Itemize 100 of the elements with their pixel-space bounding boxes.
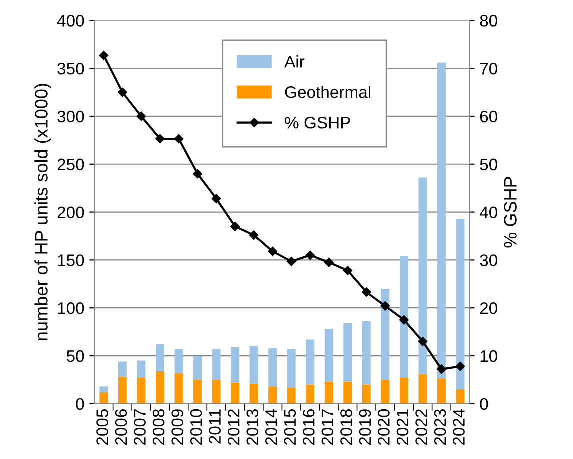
bar bbox=[118, 377, 127, 404]
x-tick-label: 2022 bbox=[416, 410, 428, 446]
point bbox=[118, 88, 128, 98]
point bbox=[249, 230, 259, 240]
bar bbox=[381, 288, 390, 380]
x-tick-label: 2023 bbox=[434, 410, 446, 446]
point bbox=[268, 246, 278, 256]
point bbox=[99, 51, 109, 60]
y2-tick-label: 40 bbox=[480, 206, 498, 218]
bar bbox=[194, 356, 202, 380]
point bbox=[400, 315, 409, 325]
x-tick-label: 2018 bbox=[340, 410, 352, 446]
bar bbox=[456, 218, 465, 390]
x-tick-label: 2009 bbox=[172, 410, 184, 446]
bar bbox=[174, 373, 184, 404]
y-tick-label: 50 bbox=[66, 350, 84, 362]
bar bbox=[362, 384, 371, 404]
y-tick-label: 350 bbox=[58, 62, 84, 75]
bar bbox=[268, 348, 278, 387]
bar bbox=[268, 386, 278, 404]
x-tick-label: 2006 bbox=[115, 410, 128, 446]
point bbox=[418, 337, 428, 346]
x-tick-label: 2015 bbox=[284, 409, 296, 446]
x-tick-label: 2005 bbox=[96, 409, 108, 446]
bar bbox=[362, 322, 371, 385]
point bbox=[212, 194, 222, 204]
point bbox=[174, 134, 184, 144]
bar bbox=[212, 380, 221, 404]
bar bbox=[137, 360, 146, 378]
x-tick-label: 2020 bbox=[378, 409, 390, 446]
bar bbox=[118, 362, 127, 378]
point bbox=[136, 112, 146, 122]
point bbox=[286, 257, 296, 266]
point bbox=[156, 134, 165, 144]
y-tick-label: 250 bbox=[58, 158, 84, 171]
y2-tick-label: 0 bbox=[480, 398, 488, 410]
bar bbox=[324, 329, 334, 382]
x-tick-label: 2016 bbox=[303, 410, 315, 446]
y-tick-label: 300 bbox=[58, 110, 84, 123]
x-tick-label: 2017 bbox=[322, 410, 334, 446]
bar bbox=[344, 382, 352, 404]
bar bbox=[400, 378, 408, 404]
legend-label: % GSHP bbox=[285, 117, 350, 129]
bar bbox=[381, 380, 390, 404]
point bbox=[306, 250, 315, 260]
y2-tick-label: 10 bbox=[480, 350, 498, 362]
bar bbox=[456, 390, 465, 404]
x-tick-label: 2014 bbox=[265, 409, 278, 446]
y-tick-label: 0 bbox=[76, 398, 84, 410]
bar bbox=[100, 386, 108, 392]
y2-tick-label: 30 bbox=[480, 254, 498, 266]
x-tick-label: 2024 bbox=[453, 409, 465, 446]
point bbox=[324, 258, 334, 268]
bar bbox=[418, 374, 428, 404]
bar bbox=[306, 384, 315, 404]
legend-label: Air bbox=[284, 55, 305, 68]
point bbox=[362, 288, 372, 297]
x-tick-label: 2019 bbox=[359, 410, 372, 446]
y2-axis-title: % GSHP bbox=[504, 177, 517, 248]
y-tick-label: 200 bbox=[58, 206, 84, 218]
point bbox=[343, 266, 353, 276]
bar bbox=[324, 382, 334, 404]
x-tick-label: 2007 bbox=[134, 410, 146, 446]
bar bbox=[231, 382, 240, 404]
point bbox=[230, 222, 240, 232]
y2-tick-label: 50 bbox=[480, 158, 498, 171]
bar bbox=[437, 62, 446, 380]
bar bbox=[250, 384, 258, 404]
bar bbox=[344, 323, 352, 382]
bar bbox=[174, 349, 184, 374]
bar bbox=[418, 178, 428, 374]
x-tick-label: 2011 bbox=[209, 410, 221, 444]
bar bbox=[287, 349, 296, 388]
x-tick-label: 2012 bbox=[228, 410, 240, 446]
x-tick-label: 2008 bbox=[152, 410, 165, 446]
y2-tick-label: 20 bbox=[480, 302, 498, 314]
bar bbox=[231, 347, 240, 383]
y2-tick-label: 60 bbox=[480, 110, 498, 123]
bar bbox=[250, 346, 258, 384]
x-tick-label: 2013 bbox=[246, 410, 259, 446]
point bbox=[437, 364, 446, 374]
point bbox=[456, 362, 466, 372]
y-tick-label: 100 bbox=[58, 302, 84, 314]
y-tick-label: 400 bbox=[57, 15, 84, 27]
bar bbox=[400, 256, 408, 378]
bar bbox=[194, 380, 202, 404]
point bbox=[380, 302, 390, 311]
legend-label: Geothermal bbox=[285, 86, 370, 98]
bar bbox=[212, 349, 221, 380]
y2-tick-label: 80 bbox=[480, 15, 498, 27]
bar bbox=[156, 371, 164, 404]
bar bbox=[100, 392, 108, 404]
bar bbox=[287, 388, 296, 404]
bar bbox=[156, 344, 164, 372]
point bbox=[193, 169, 202, 179]
x-tick-label: 2010 bbox=[190, 409, 202, 446]
y-axis-title: number of HP units sold (x1000) bbox=[34, 84, 52, 340]
bar bbox=[306, 340, 315, 385]
y-tick-label: 150 bbox=[58, 254, 84, 266]
bar bbox=[137, 378, 146, 404]
